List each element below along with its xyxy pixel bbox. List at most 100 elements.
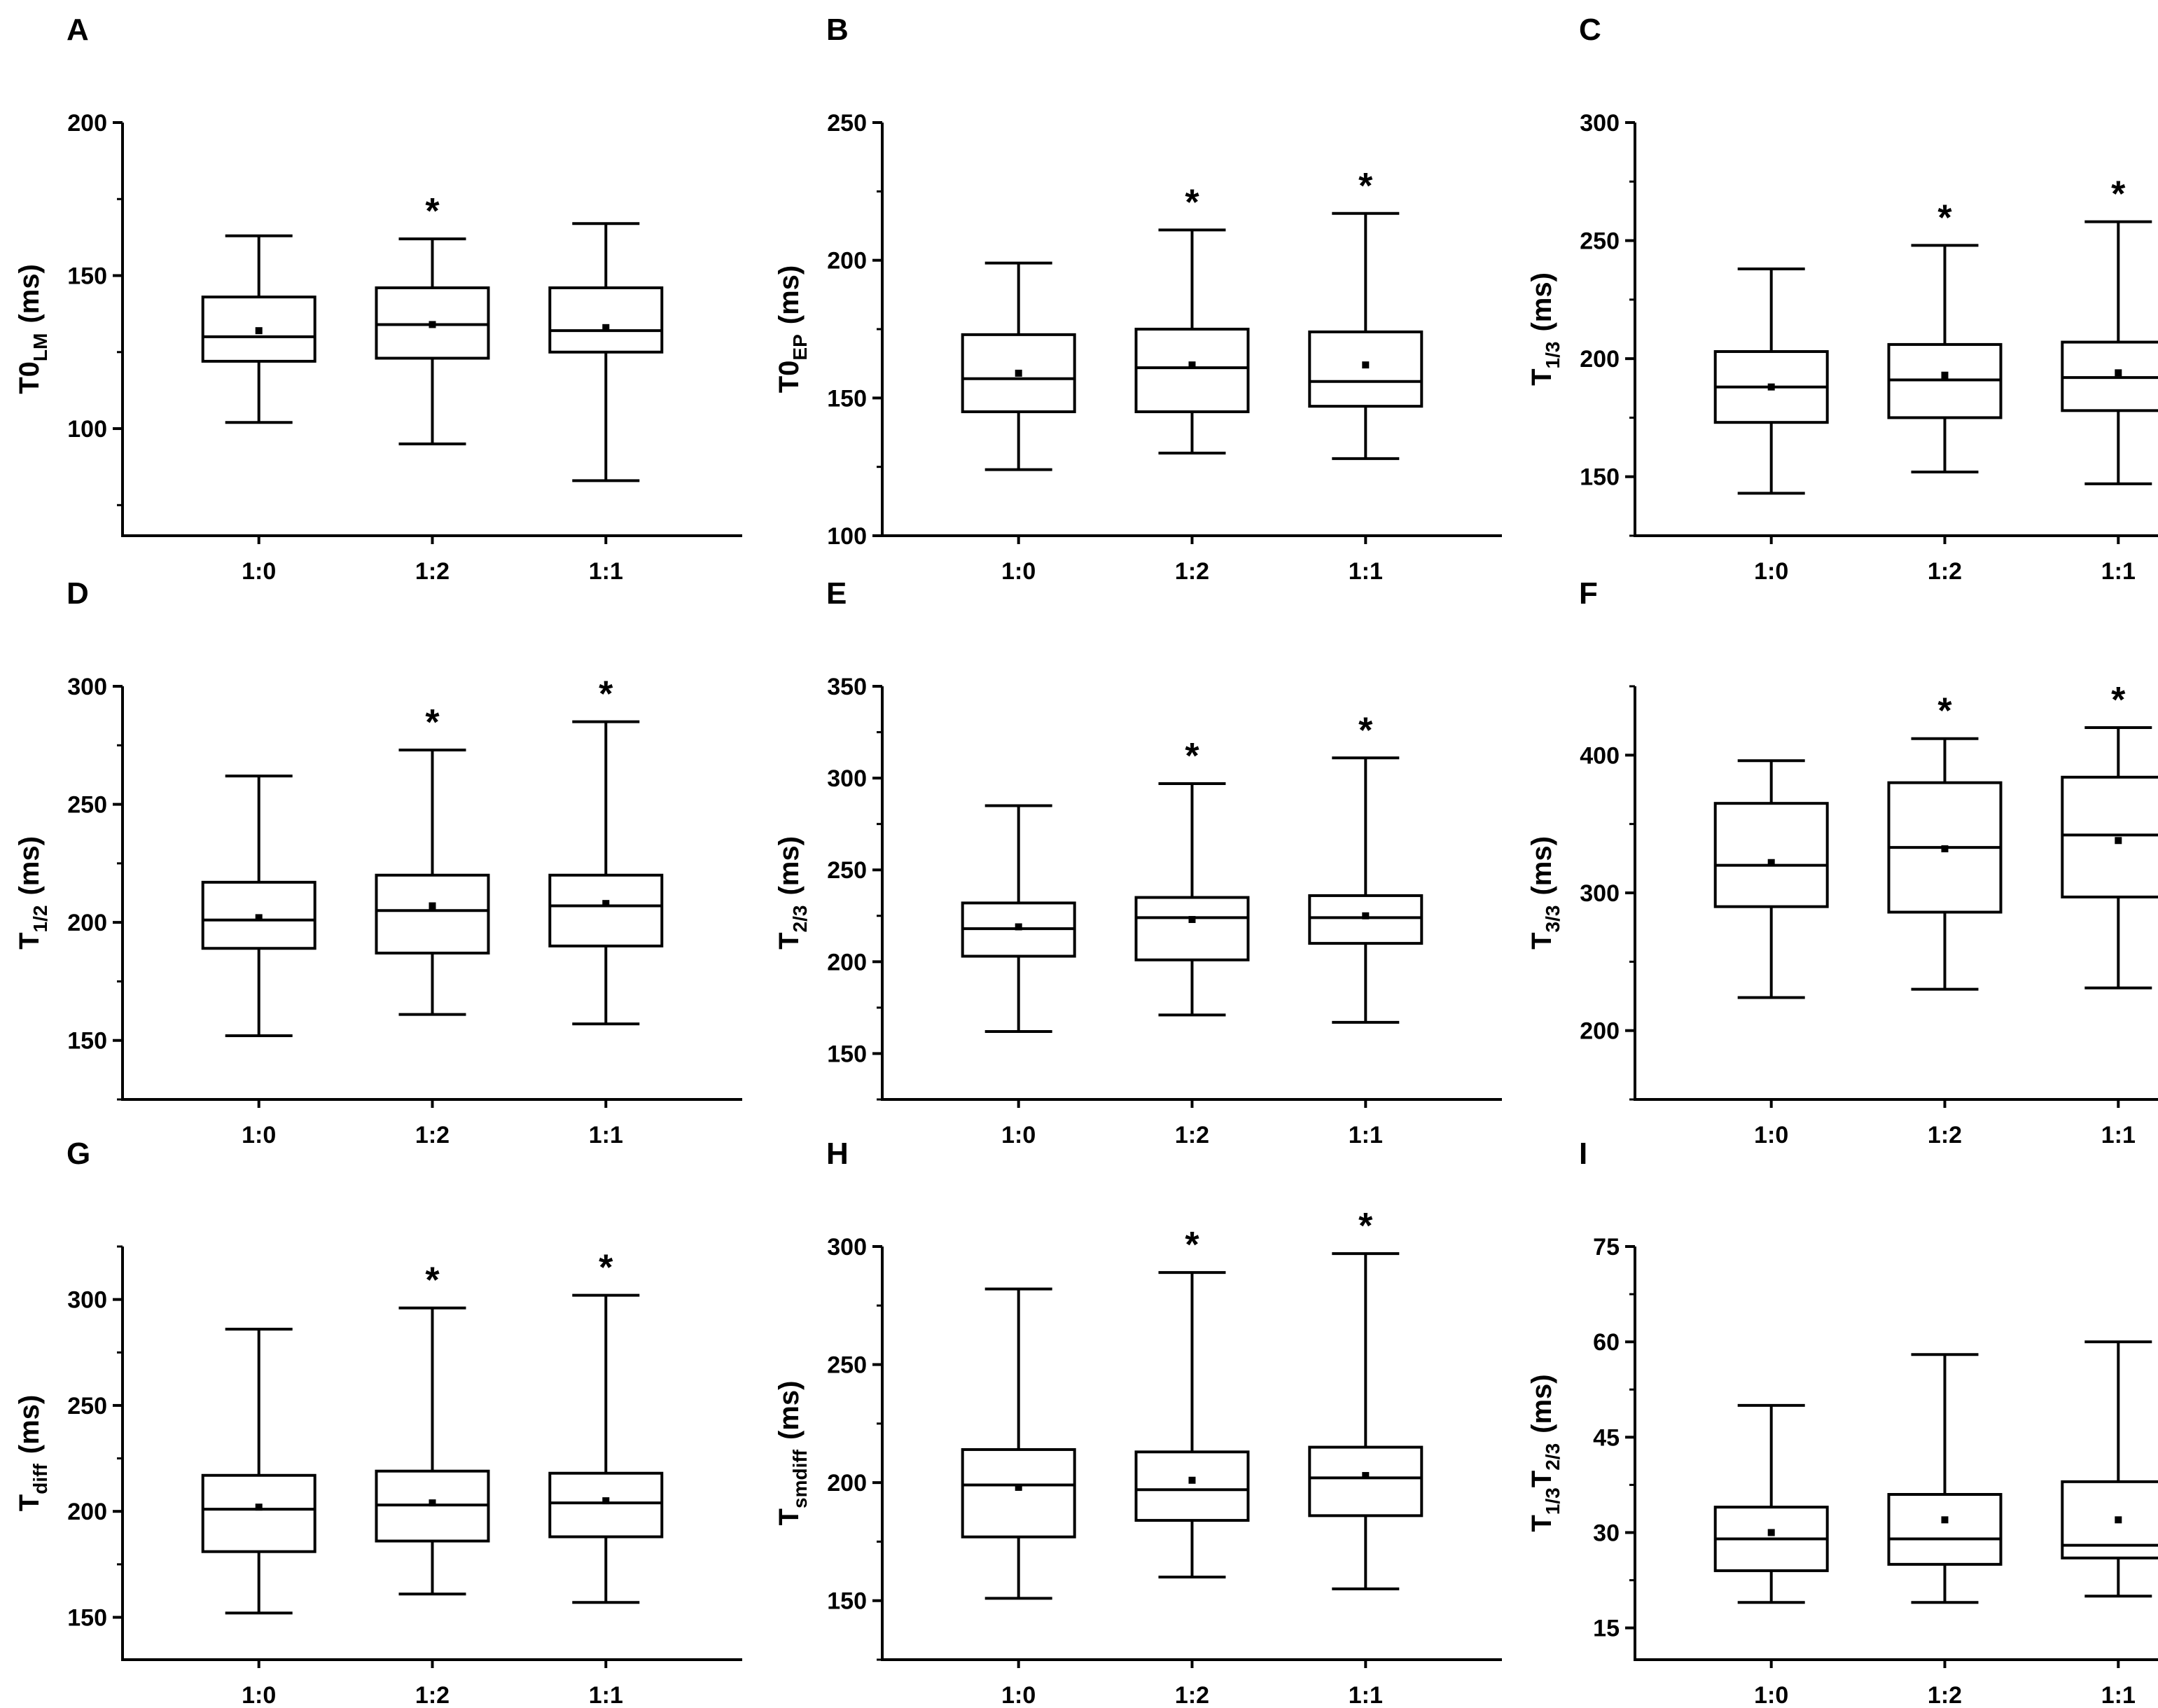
y-axis-title: T1/2 (ms) — [14, 836, 51, 950]
y-tick-label: 300 — [67, 1287, 107, 1314]
significance-star: * — [1358, 1206, 1373, 1247]
panel-g: G 150 200 250 300 Tdiff (ms) 1:0 1:2 * 1:1 * — [14, 1137, 742, 1708]
significance-star: * — [1185, 182, 1199, 223]
box-1-2: * — [1134, 1225, 1250, 1578]
x-tick-label: 1:0 — [242, 1682, 276, 1708]
y-axis-title-subscript: 3/3 — [1542, 905, 1564, 933]
x-tick-label: 1:2 — [1928, 1122, 1962, 1148]
x-tick-label: 1:0 — [242, 1122, 276, 1148]
box-1-2: * — [1887, 197, 2003, 473]
y-tick-label: 300 — [1580, 880, 1620, 907]
mean-marker — [1941, 1516, 1949, 1524]
y-tick-label: 200 — [67, 1499, 107, 1525]
panel-label: D — [67, 576, 89, 611]
y-axis-title: T1/3T2/3(ms) — [1526, 1374, 1564, 1532]
x-tick-label: 1:1 — [1349, 1682, 1383, 1708]
y-tick-label: 75 — [1593, 1234, 1620, 1261]
mean-marker — [1362, 1472, 1370, 1480]
y-tick-label: 100 — [67, 416, 107, 443]
significance-star: * — [425, 191, 440, 232]
mean-marker — [429, 1499, 436, 1507]
mean-marker — [429, 902, 436, 910]
iqr-box — [201, 1473, 316, 1553]
x-tick-label: 1:0 — [1001, 1122, 1036, 1148]
y-tick-label: 150 — [67, 1604, 107, 1631]
mean-marker — [1015, 369, 1022, 377]
box-1-0 — [961, 261, 1076, 471]
box-1-1: * — [1308, 1206, 1423, 1590]
significance-star: * — [1937, 691, 1952, 732]
panel-label: F — [1579, 576, 1598, 611]
x-tick-label: 1:2 — [1175, 558, 1209, 585]
y-tick-label: 100 — [827, 523, 867, 550]
panel-c: C 150 200 250 300 T1/3 (ms) 1:0 1:2 * 1:1 * — [1526, 13, 2158, 585]
y-tick-label: 250 — [827, 1352, 867, 1379]
box-1-0 — [1713, 759, 1829, 999]
y-tick-label: 300 — [827, 765, 867, 792]
x-tick-label: 1:0 — [1754, 558, 1788, 585]
panel-h: H 150 200 250 300 Tsmdiff (ms) 1:0 1:2 * 1:1 * — [774, 1137, 1502, 1708]
box-1-1 — [2061, 1340, 2158, 1598]
x-tick-label: 1:0 — [1754, 1682, 1788, 1708]
significance-star: * — [1358, 710, 1373, 751]
significance-star: * — [2111, 174, 2126, 215]
mean-marker — [255, 914, 263, 922]
box-1-2: * — [1134, 736, 1250, 1017]
y-axis-title-main: T — [14, 932, 45, 949]
mean-marker — [1941, 371, 1949, 379]
iqr-box — [1134, 1450, 1250, 1522]
mean-marker — [2115, 369, 2122, 377]
iqr-box — [548, 873, 664, 947]
significance-star: * — [599, 1248, 613, 1289]
mean-marker — [429, 321, 436, 328]
y-axis-title-subscript: 1/3 — [1542, 342, 1564, 369]
significance-star: * — [2111, 680, 2126, 721]
y-axis-title-main: T — [1526, 1471, 1557, 1487]
y-axis-title-main: T — [1526, 1515, 1557, 1532]
mean-marker — [1015, 1483, 1022, 1491]
y-axis-title-subscript: diff — [29, 1464, 51, 1494]
box-1-2: * — [375, 702, 490, 1016]
panel-label: H — [826, 1137, 849, 1171]
box-1-0 — [961, 1287, 1076, 1600]
y-axis-title-main: T — [1526, 368, 1557, 385]
x-tick-label: 1:2 — [1175, 1122, 1209, 1148]
iqr-box — [1308, 1445, 1423, 1518]
mean-marker — [602, 900, 610, 908]
y-axis-title: T3/3 (ms) — [1526, 836, 1564, 950]
y-axis-title: T0LM (ms) — [14, 264, 51, 394]
y-axis-title-main: T0 — [774, 361, 805, 394]
mean-marker — [1767, 383, 1775, 391]
y-axis-title-main: T — [14, 1494, 45, 1511]
box-1-0 — [201, 1328, 316, 1615]
y-tick-label: 200 — [827, 1470, 867, 1497]
y-tick-label: 150 — [1580, 464, 1620, 491]
x-tick-label: 1:2 — [415, 1122, 450, 1148]
y-axis-title-unit: (ms) — [14, 836, 45, 895]
y-axis-title: T1/3 (ms) — [1526, 272, 1564, 386]
x-tick-label: 1:1 — [589, 1122, 623, 1148]
y-tick-label: 200 — [827, 949, 867, 975]
box-1-2: * — [1887, 691, 2003, 991]
box-1-0 — [201, 775, 316, 1037]
mean-marker — [1188, 1476, 1196, 1484]
significance-star: * — [425, 1261, 440, 1301]
y-axis-title-unit: (ms) — [774, 265, 805, 324]
x-tick-label: 1:1 — [1349, 558, 1383, 585]
panel-label: A — [67, 13, 89, 47]
panel-f: F 200 300 400 T3/3 (ms) 1:0 1:2 * 1:1 * — [1526, 576, 2158, 1148]
panel-label: G — [67, 1137, 90, 1171]
y-tick-label: 30 — [1593, 1520, 1620, 1546]
y-tick-label: 300 — [827, 1234, 867, 1261]
y-tick-label: 200 — [827, 248, 867, 275]
box-1-1 — [548, 222, 664, 482]
y-tick-label: 45 — [1593, 1424, 1620, 1451]
y-axis-title-main: T — [774, 932, 805, 949]
y-axis-title-main: T — [1526, 932, 1557, 949]
y-axis-title-main: T0 — [14, 361, 45, 394]
y-axis-title-subscript: EP — [789, 334, 811, 360]
x-tick-label: 1:2 — [415, 1682, 450, 1708]
panel-label: C — [1579, 13, 1601, 47]
significance-star: * — [1185, 1225, 1199, 1265]
y-axis-title-subscript: 1/3 — [1542, 1487, 1564, 1515]
